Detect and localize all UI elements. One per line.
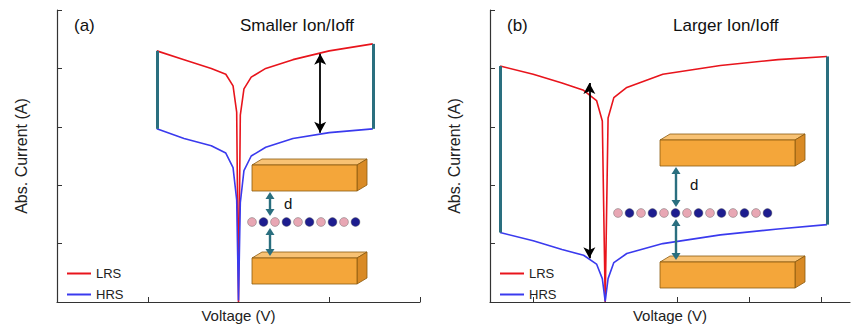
svg-text:HRS: HRS: [529, 287, 557, 302]
svg-text:Voltage (V): Voltage (V): [633, 307, 707, 324]
svg-text:Abs. Current (A): Abs. Current (A): [13, 98, 30, 214]
svg-text:d: d: [690, 176, 698, 193]
svg-text:HRS: HRS: [96, 287, 124, 302]
svg-text:Larger Ion/Ioff: Larger Ion/Ioff: [673, 16, 779, 35]
svg-text:Voltage (V): Voltage (V): [201, 307, 275, 324]
svg-text:LRS: LRS: [96, 266, 122, 281]
svg-text:LRS: LRS: [529, 266, 555, 281]
svg-text:Abs. Current (A): Abs. Current (A): [446, 98, 463, 214]
svg-text:(a): (a): [74, 16, 95, 35]
svg-text:Smaller Ion/Ioff: Smaller Ion/Ioff: [240, 16, 354, 35]
svg-text:d: d: [284, 195, 292, 212]
svg-text:(b): (b): [507, 16, 528, 35]
